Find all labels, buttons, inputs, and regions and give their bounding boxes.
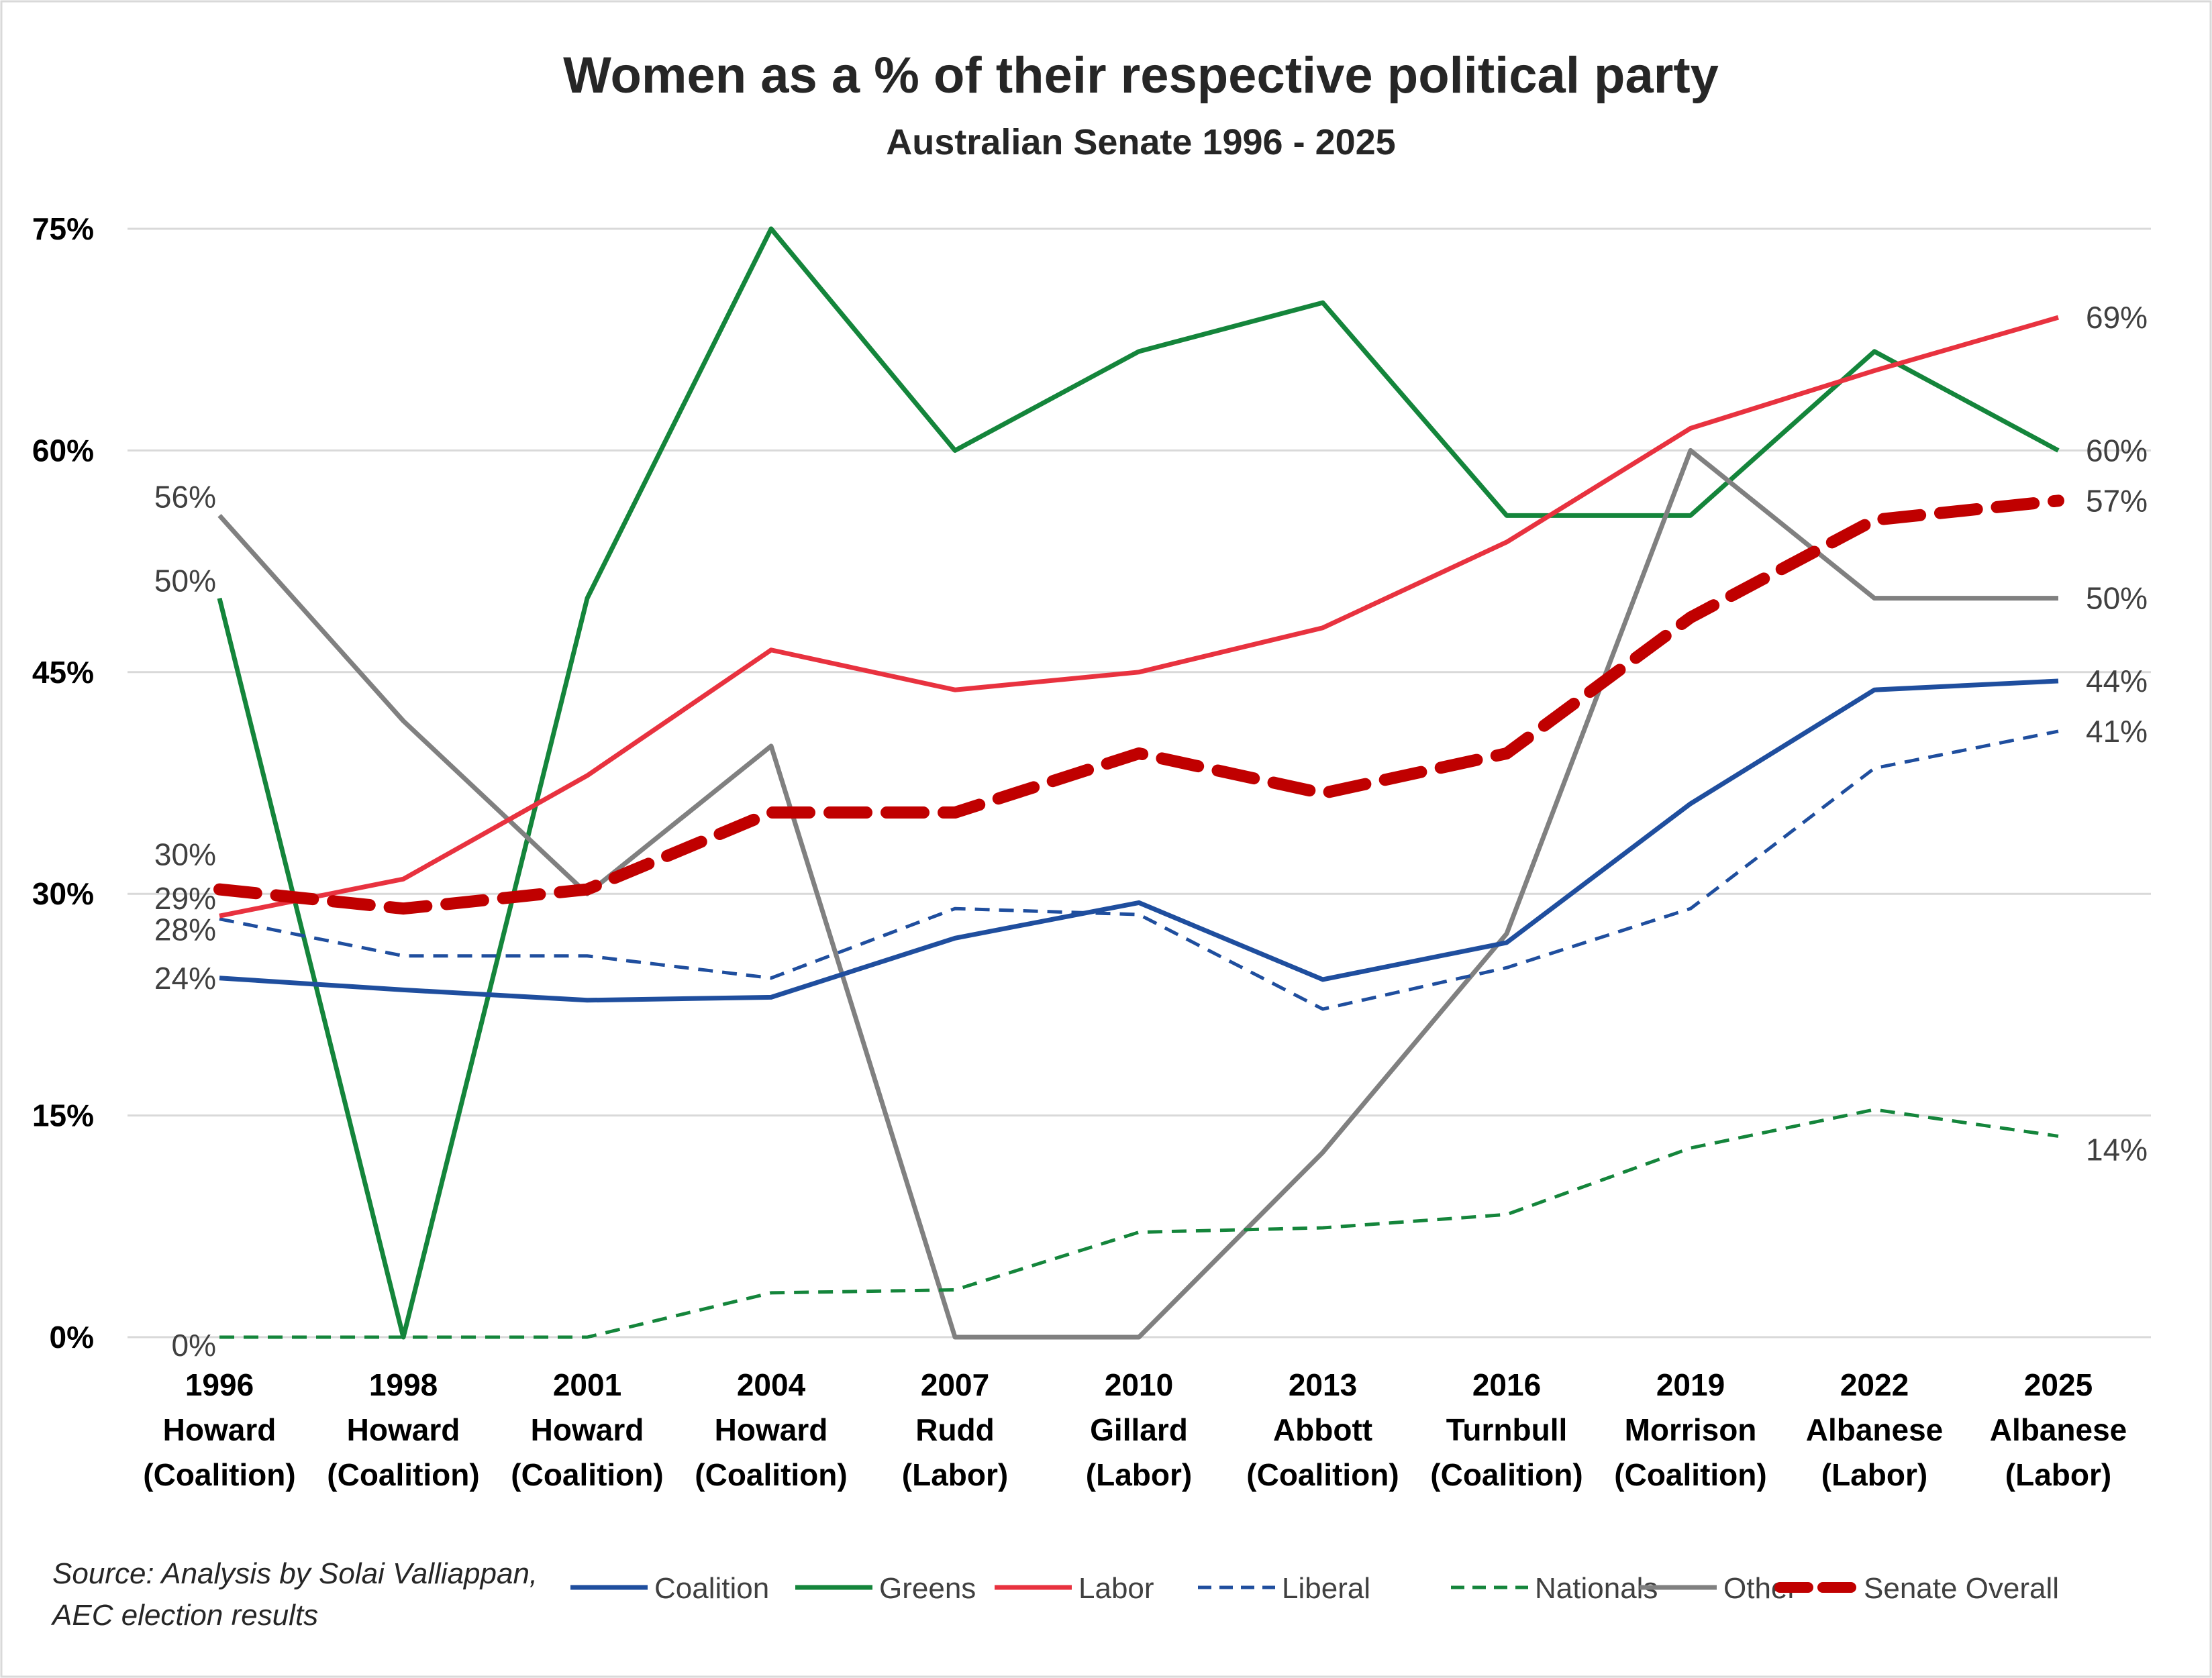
data-label: 0% (172, 1328, 216, 1363)
data-label: 41% (2086, 714, 2148, 749)
gridlines (128, 227, 2151, 1339)
x-tick-line: 2016 (1472, 1367, 1541, 1402)
x-tick-line: 2001 (553, 1367, 621, 1402)
data-label: 44% (2086, 664, 2148, 698)
x-tick-line: 2013 (1289, 1367, 1357, 1402)
x-tick-line: (Labor) (902, 1457, 1008, 1492)
x-tick-line: (Coalition) (695, 1457, 847, 1492)
x-tick-label: 1996 Howard (Coalition) (143, 1367, 295, 1492)
data-label: 24% (154, 961, 216, 996)
x-tick-line: (Coalition) (1430, 1457, 1582, 1492)
x-tick-line: Albanese (1806, 1412, 1944, 1447)
x-tick-label: 1998 Howard (Coalition) (327, 1367, 479, 1492)
data-label: 60% (2086, 433, 2148, 468)
data-label: 29% (154, 881, 216, 916)
x-tick-line: Turnbull (1446, 1412, 1568, 1447)
series-line-liberal (219, 729, 2059, 1011)
legend-label: Coalition (654, 1572, 769, 1605)
data-label: 56% (154, 479, 216, 514)
x-tick-line: Abbott (1273, 1412, 1372, 1447)
series-line-coalition (219, 678, 2059, 1003)
x-tick-label: 2013 Abbott (Coalition) (1246, 1367, 1399, 1492)
series-lines (213, 226, 2064, 1340)
y-axis-ticks: 0% 15% 30% 45% 60% 75% (32, 211, 94, 1355)
series-line-nationals (219, 1108, 2059, 1339)
y-tick-label: 0% (50, 1320, 94, 1355)
x-tick-label: 2007 Rudd (Labor) (902, 1367, 1008, 1492)
chart-subtitle: Australian Senate 1996 - 2025 (886, 122, 1395, 162)
legend: Coalition Greens Labor Liberal Nationals Othe… (570, 1572, 2059, 1605)
x-tick-label: 2004 Howard (Coalition) (695, 1367, 847, 1492)
data-label: 57% (2086, 483, 2148, 518)
series-line-labor (219, 315, 2059, 919)
x-tick-line: Morrison (1625, 1412, 1757, 1447)
x-tick-line: (Labor) (1821, 1457, 1927, 1492)
x-tick-line: Gillard (1090, 1412, 1188, 1447)
x-tick-line: 2007 (921, 1367, 989, 1402)
data-label: 50% (2086, 581, 2148, 616)
x-tick-line: Howard (531, 1412, 644, 1447)
y-tick-label: 75% (32, 211, 94, 246)
data-labels: 50% 60% 56% 50% 0% 14% 28% 41% 24% 44% 29% 69% 30% 57… (154, 300, 2148, 1363)
x-tick-line: 2022 (1840, 1367, 1909, 1402)
x-tick-line: (Coalition) (1246, 1457, 1399, 1492)
x-tick-label: 2025 Albanese (Labor) (1990, 1367, 2127, 1492)
data-label: 30% (154, 837, 216, 872)
x-tick-label: 2001 Howard (Coalition) (511, 1367, 663, 1492)
x-tick-line: 2010 (1105, 1367, 1173, 1402)
x-tick-line: Rudd (915, 1412, 995, 1447)
x-tick-line: Howard (347, 1412, 460, 1447)
x-tick-line: Albanese (1990, 1412, 2127, 1447)
legend-label: Senate Overall (1864, 1572, 2059, 1605)
x-tick-line: 2025 (2024, 1367, 2093, 1402)
x-tick-line: (Coalition) (143, 1457, 295, 1492)
series-line-greens (217, 226, 2060, 1340)
x-tick-line: Howard (163, 1412, 276, 1447)
x-tick-label: 2022 Albanese (Labor) (1806, 1367, 1944, 1492)
x-tick-label: 2019 Morrison (Coalition) (1614, 1367, 1766, 1492)
legend-label: Labor (1078, 1572, 1154, 1605)
legend-label: Nationals (1535, 1572, 1658, 1605)
series-line-other (217, 448, 2058, 1340)
x-tick-line: 1996 (185, 1367, 254, 1402)
y-tick-label: 15% (32, 1098, 94, 1133)
x-tick-label: 2016 Turnbull (Coalition) (1430, 1367, 1582, 1492)
x-tick-line: Howard (715, 1412, 828, 1447)
legend-label: Greens (879, 1572, 976, 1605)
data-label: 14% (2086, 1132, 2148, 1167)
data-label: 69% (2086, 300, 2148, 335)
x-tick-line: (Coalition) (511, 1457, 663, 1492)
series-line-senate-overall (213, 494, 2064, 915)
x-tick-line: (Labor) (1086, 1457, 1192, 1492)
y-tick-label: 30% (32, 876, 94, 911)
y-tick-label: 60% (32, 433, 94, 468)
x-tick-line: 1998 (369, 1367, 438, 1402)
data-label: 50% (154, 564, 216, 598)
x-axis-ticks: 1996 Howard (Coalition) 1998 Howard (Coalitio… (143, 1367, 2127, 1492)
legend-label: Liberal (1282, 1572, 1370, 1605)
x-tick-line: (Labor) (2005, 1457, 2111, 1492)
x-tick-line: (Coalition) (1614, 1457, 1766, 1492)
data-label: 28% (154, 912, 216, 947)
x-tick-line: 2004 (737, 1367, 806, 1402)
x-tick-line: 2019 (1656, 1367, 1725, 1402)
x-tick-line: (Coalition) (327, 1457, 479, 1492)
source-line-1: Source: Analysis by Solai Valliappan, (52, 1557, 538, 1590)
chart-title: Women as a % of their respective politic… (563, 47, 1719, 104)
source-line-2: AEC election results (50, 1599, 318, 1632)
x-tick-label: 2010 Gillard (Labor) (1086, 1367, 1192, 1492)
y-tick-label: 45% (32, 655, 94, 690)
